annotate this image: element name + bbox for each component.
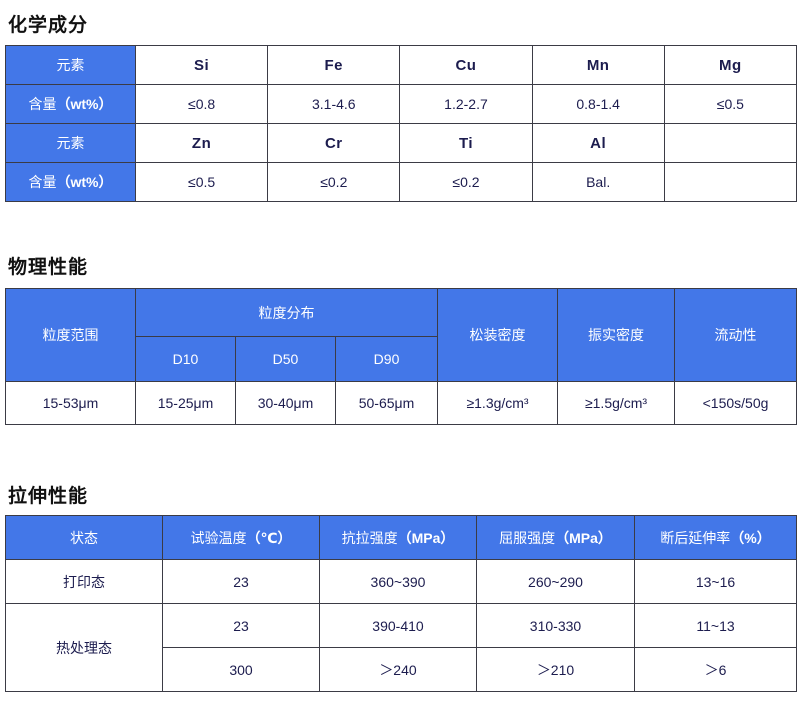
header-label: 试验温度 (190, 529, 247, 546)
chem-row-header-element: 元素 (5, 45, 136, 85)
physical-properties-table: 粒度范围 粒度分布 松装密度 振实密度 流动性 D10 D50 D90 15-5… (5, 288, 797, 425)
tens-row-printed: 打印态 23 360~390 260~290 13~16 (5, 559, 797, 604)
chem-value-cell: ≤0.2 (399, 162, 533, 202)
content-unit: （wt%） (56, 96, 113, 112)
tens-value-uts: 390-410 (319, 603, 477, 648)
chem-row-header-element: 元素 (5, 123, 136, 163)
chem-value-cell: ≤0.5 (663, 84, 798, 124)
chem-value-cell: ≤0.5 (134, 162, 269, 202)
tens-header-elongation: 断后延伸率（%） (634, 515, 797, 560)
tens-value-elongation: 11~13 (634, 603, 797, 648)
phys-value-tap-density: ≥1.5g/cm³ (557, 381, 676, 425)
chem-element-cell: Fe (267, 45, 401, 85)
section-title-physical-properties: 物理性能 (8, 257, 89, 278)
tens-state-printed: 打印态 (5, 559, 163, 604)
chem-value-cell-empty (663, 162, 798, 202)
phys-value-d90: 50-65μm (334, 381, 439, 425)
phys-header-row-top: 粒度范围 粒度分布 松装密度 振实密度 流动性 (5, 288, 797, 382)
phys-header-d90: D90 (334, 336, 439, 382)
chem-value-cell: 0.8-1.4 (531, 84, 665, 124)
phys-header-d10: D10 (135, 336, 236, 382)
chem-content-row-1: 含量（wt%） ≤0.8 3.1-4.6 1.2-2.7 0.8-1.4 ≤0.… (5, 84, 798, 124)
tens-row-heat-treated-1: 热处理态 23 390-410 310-330 11~13 (5, 603, 797, 692)
chem-element-row-2: 元素 Zn Cr Ti Al (5, 123, 798, 163)
chem-element-cell: Mn (531, 45, 665, 85)
chem-element-cell: Cr (267, 123, 401, 163)
tens-value-uts: ＞240 (319, 647, 477, 692)
header-label: 屈服强度 (499, 529, 556, 546)
phys-header-size-distribution: 粒度分布 (134, 288, 439, 337)
datasheet-page: 化学成分 元素 Si Fe Cu Mn Mg 含量（wt%） ≤0.8 3.1-… (0, 10, 800, 701)
tens-value-uts: 360~390 (319, 559, 477, 604)
phys-value-apparent-density: ≥1.3g/cm³ (437, 381, 559, 425)
phys-value-d50: 30-40μm (235, 381, 336, 425)
header-unit: （℃） (246, 529, 292, 546)
phys-header-tap-density: 振实密度 (557, 288, 676, 382)
phys-value-d10: 15-25μm (135, 381, 236, 425)
chem-element-cell: Si (134, 45, 269, 85)
chem-element-cell: Cu (399, 45, 533, 85)
tens-value-temp: 23 (162, 603, 320, 648)
section-title-tensile-properties: 拉伸性能 (8, 486, 89, 507)
chem-element-row-1: 元素 Si Fe Cu Mn Mg (5, 45, 798, 85)
tens-header-row: 状态 试验温度（℃） 抗拉强度（MPa） 屈服强度（MPa） 断后延伸率（%） (5, 515, 797, 560)
chem-element-cell: Al (531, 123, 665, 163)
tens-header-yield-strength: 屈服强度（MPa） (476, 515, 635, 560)
header-label: 状态 (70, 529, 98, 546)
tens-value-temp: 23 (162, 559, 320, 604)
section-title-chemical-composition: 化学成分 (8, 15, 89, 36)
chem-content-row-2: 含量（wt%） ≤0.5 ≤0.2 ≤0.2 Bal. (5, 162, 798, 202)
chem-element-cell: Ti (399, 123, 533, 163)
phys-header-d50: D50 (235, 336, 336, 382)
tens-header-tensile-strength: 抗拉强度（MPa） (319, 515, 477, 560)
chem-value-cell: Bal. (531, 162, 665, 202)
phys-header-size-range: 粒度范围 (5, 288, 136, 382)
tens-value-temp: 300 (162, 647, 320, 692)
tens-value-ys: 260~290 (476, 559, 635, 604)
header-unit: （MPa） (555, 529, 612, 546)
tens-header-state: 状态 (5, 515, 163, 560)
chem-element-cell: Zn (134, 123, 269, 163)
chemical-composition-table: 元素 Si Fe Cu Mn Mg 含量（wt%） ≤0.8 3.1-4.6 1… (5, 45, 798, 202)
chem-value-cell: ≤0.8 (134, 84, 269, 124)
chem-row-header-content: 含量（wt%） (5, 162, 136, 202)
header-label: 抗拉强度 (341, 529, 398, 546)
header-label: 断后延伸率 (660, 529, 731, 546)
tens-value-ys: ＞210 (476, 647, 635, 692)
tens-value-ys: 310-330 (476, 603, 635, 648)
phys-header-flowability: 流动性 (674, 288, 797, 382)
chem-element-cell-empty (663, 123, 798, 163)
content-label: 含量 (28, 96, 57, 112)
phys-value-flowability: <150s/50g (674, 381, 797, 425)
chem-row-header-content: 含量（wt%） (5, 84, 136, 124)
phys-header-row-sub: D10 D50 D90 (6, 336, 797, 382)
tens-value-elongation: ＞6 (634, 647, 797, 692)
content-label: 含量 (28, 174, 57, 190)
chem-value-cell: 1.2-2.7 (399, 84, 533, 124)
chem-element-cell: Mg (663, 45, 798, 85)
tensile-properties-table: 状态 试验温度（℃） 抗拉强度（MPa） 屈服强度（MPa） 断后延伸率（%） … (5, 515, 797, 692)
tens-header-test-temperature: 试验温度（℃） (162, 515, 320, 560)
tens-state-heat-treated: 热处理态 (5, 603, 163, 692)
content-unit: （wt%） (56, 174, 113, 190)
chem-value-cell: 3.1-4.6 (267, 84, 401, 124)
phys-data-row: 15-53μm 15-25μm 30-40μm 50-65μm ≥1.3g/cm… (5, 381, 797, 425)
phys-value-size-range: 15-53μm (5, 381, 136, 425)
phys-header-apparent-density: 松装密度 (437, 288, 559, 382)
chem-value-cell: ≤0.2 (267, 162, 401, 202)
header-unit: （MPa） (397, 529, 455, 546)
tens-value-elongation: 13~16 (634, 559, 797, 604)
header-unit: （%） (730, 529, 771, 546)
